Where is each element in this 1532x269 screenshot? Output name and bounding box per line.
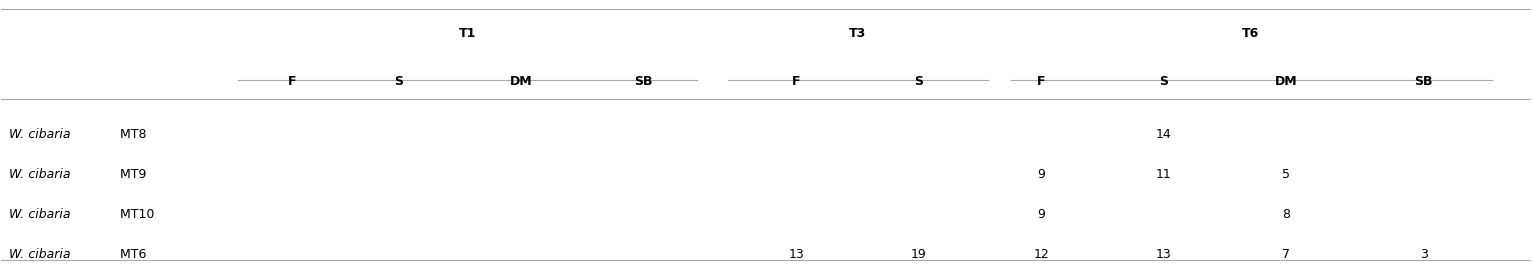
Text: SB: SB <box>634 75 653 88</box>
Text: 13: 13 <box>789 248 804 261</box>
Text: DM: DM <box>510 75 533 88</box>
Text: 9: 9 <box>1037 208 1045 221</box>
Text: 11: 11 <box>1155 168 1172 181</box>
Text: 8: 8 <box>1282 208 1290 221</box>
Text: MT9: MT9 <box>116 168 147 181</box>
Text: 14: 14 <box>1155 128 1172 141</box>
Text: 13: 13 <box>1155 248 1172 261</box>
Text: DM: DM <box>1275 75 1298 88</box>
Text: S: S <box>1160 75 1167 88</box>
Text: 3: 3 <box>1420 248 1428 261</box>
Text: 19: 19 <box>912 248 927 261</box>
Text: 7: 7 <box>1282 248 1290 261</box>
Text: T3: T3 <box>849 27 867 40</box>
Text: F: F <box>1037 75 1045 88</box>
Text: T6: T6 <box>1242 27 1259 40</box>
Text: W. cibaria: W. cibaria <box>9 168 70 181</box>
Text: 5: 5 <box>1282 168 1290 181</box>
Text: 9: 9 <box>1037 168 1045 181</box>
Text: S: S <box>915 75 924 88</box>
Text: MT8: MT8 <box>116 128 147 141</box>
Text: 12: 12 <box>1034 248 1049 261</box>
Text: W. cibaria: W. cibaria <box>9 208 70 221</box>
Text: W. cibaria: W. cibaria <box>9 128 70 141</box>
Text: W. cibaria: W. cibaria <box>9 248 70 261</box>
Text: SB: SB <box>1414 75 1432 88</box>
Text: MT10: MT10 <box>116 208 155 221</box>
Text: F: F <box>792 75 801 88</box>
Text: S: S <box>394 75 403 88</box>
Text: T1: T1 <box>460 27 476 40</box>
Text: F: F <box>288 75 296 88</box>
Text: MT6: MT6 <box>116 248 147 261</box>
